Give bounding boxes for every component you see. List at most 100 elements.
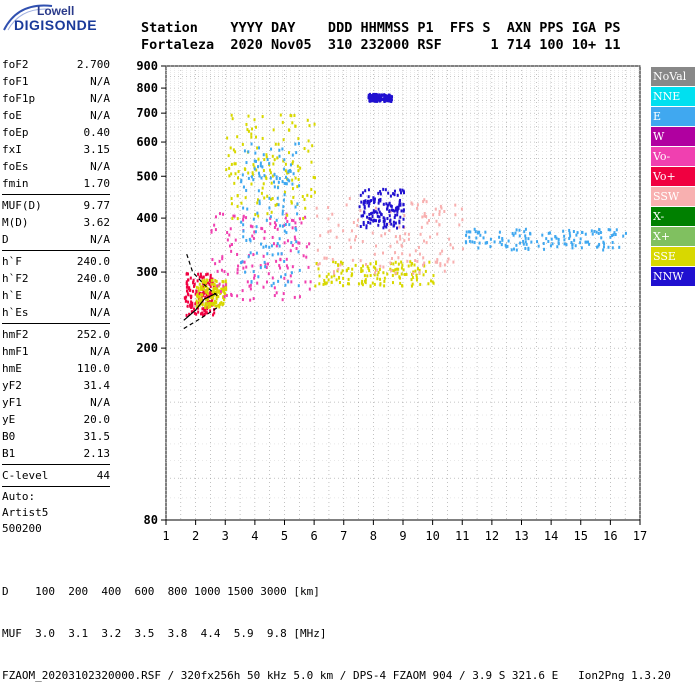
echo-point (252, 270, 255, 274)
echo-point (286, 178, 289, 182)
echo-point (378, 95, 381, 99)
echo-point (392, 208, 395, 212)
echo-point (331, 257, 334, 261)
echo-point (273, 225, 276, 229)
echo-point (390, 204, 393, 208)
echo-point (400, 191, 403, 195)
echo-point (258, 199, 261, 203)
echo-point (422, 273, 425, 277)
param-divider (2, 486, 110, 487)
echo-point (399, 188, 402, 192)
echo-point (373, 197, 376, 201)
echo-point (255, 159, 258, 163)
echo-point (284, 162, 287, 166)
echo-point (379, 190, 382, 194)
echo-point (304, 280, 307, 284)
echo-point (373, 98, 376, 102)
echo-point (323, 281, 326, 285)
echo-point (236, 194, 239, 198)
echo-point (272, 162, 275, 166)
echo-point (224, 279, 227, 283)
echo-point (400, 209, 403, 213)
echo-point (294, 221, 297, 225)
echo-point (348, 197, 351, 201)
echo-point (469, 230, 472, 234)
echo-point (475, 236, 478, 240)
echo-point (284, 216, 287, 220)
echo-point (527, 237, 530, 241)
echo-point (265, 218, 268, 222)
echo-point (536, 240, 539, 244)
echo-point (226, 238, 229, 242)
echo-point (247, 150, 250, 154)
echo-point (283, 276, 286, 280)
echo-point (188, 288, 191, 292)
echo-point (518, 228, 521, 232)
echo-point (411, 262, 414, 266)
echo-point (253, 159, 256, 163)
echo-point (590, 229, 593, 233)
echo-point (568, 228, 571, 232)
echo-point (382, 216, 385, 220)
echo-point (214, 284, 217, 288)
echo-point (222, 297, 225, 301)
echo-point (189, 276, 192, 280)
echo-point (277, 252, 280, 256)
echo-point (209, 300, 212, 304)
echo-point (225, 293, 228, 297)
echo-point (588, 242, 591, 246)
param-label: fmin (2, 177, 29, 190)
echo-point (296, 164, 299, 168)
echo-point (372, 219, 375, 223)
echo-point (250, 142, 253, 146)
echo-point (270, 181, 273, 185)
echo-point (262, 254, 265, 258)
echo-point (251, 171, 254, 175)
echo-point (378, 210, 381, 214)
echo-point (372, 196, 375, 200)
echo-point (195, 312, 198, 316)
echo-point (201, 312, 204, 316)
echo-point (373, 93, 376, 97)
echo-point (609, 228, 612, 232)
auto-scaling-line: Artist5 (2, 506, 49, 519)
y-tick-label: 900 (136, 59, 158, 73)
echo-point (524, 234, 527, 238)
param-row-hf2: h`F2 240.0 (2, 270, 110, 287)
echo-point (392, 192, 395, 196)
echo-point (423, 198, 426, 202)
param-label: h`E (2, 289, 22, 302)
param-value: 9.77 (83, 199, 111, 212)
echo-point (428, 260, 431, 264)
echo-point (609, 235, 612, 239)
echo-point (246, 128, 249, 132)
echo-point (275, 218, 278, 222)
echo-point (269, 215, 272, 219)
echo-point (390, 222, 393, 226)
echo-point (255, 168, 258, 172)
echo-point (186, 292, 189, 296)
echo-point (198, 291, 201, 295)
echo-point (197, 301, 200, 305)
echo-point (387, 93, 390, 97)
echo-point (550, 237, 553, 241)
echo-point (222, 212, 225, 216)
param-row-he: h`E N/A (2, 287, 110, 304)
echo-point (245, 161, 248, 165)
bottom-info: D 100 200 400 600 800 1000 1500 3000 [km… (2, 557, 671, 697)
echo-point (207, 302, 210, 306)
echo-point (188, 312, 191, 316)
echo-point (375, 260, 378, 264)
echo-point (310, 187, 313, 191)
echo-point (458, 223, 461, 227)
echo-point (379, 277, 382, 281)
echo-point (624, 231, 627, 235)
echo-point (367, 220, 370, 224)
echo-point (341, 262, 344, 266)
param-value: N/A (90, 109, 110, 122)
echo-point (387, 203, 390, 207)
echo-point (243, 149, 246, 153)
echo-point (391, 208, 394, 212)
echo-point (241, 173, 244, 177)
echo-point (363, 201, 366, 205)
